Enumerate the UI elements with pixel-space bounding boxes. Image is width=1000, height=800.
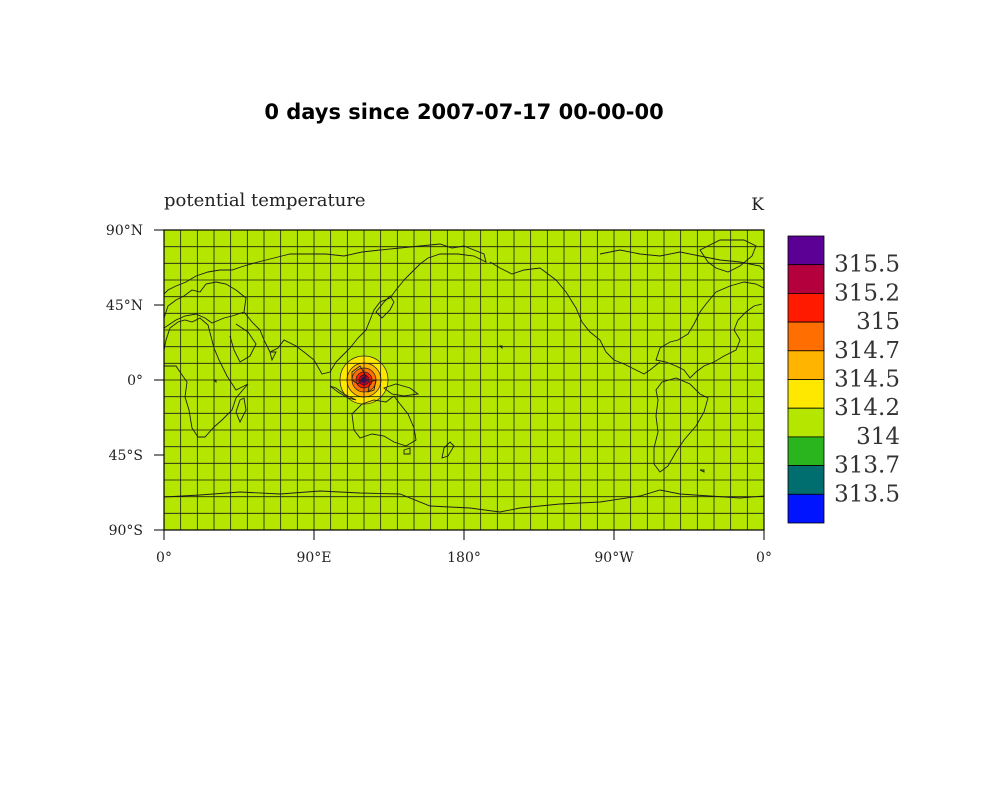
- coastlines: [164, 239, 764, 513]
- colorbar-label: 314: [856, 424, 900, 450]
- right-string: K: [751, 195, 764, 215]
- colorbar-box: [787, 235, 825, 266]
- lat-tick-label: 45°S: [109, 448, 143, 464]
- colorbar-box: [787, 264, 825, 294]
- graticule: [164, 230, 764, 530]
- colorbar-box: [787, 407, 825, 438]
- lon-ticks: [163, 530, 765, 540]
- map-field: [164, 230, 764, 530]
- colorbar-label: 315.5: [834, 252, 900, 278]
- colorbar-box: [787, 292, 825, 323]
- colorbar-box: [787, 465, 825, 495]
- lon-tick-label: 180°: [447, 550, 481, 566]
- latitude-axis: 90°N 45°N 0° 45°S 90°S: [106, 223, 143, 539]
- lon-tick-label: 90°E: [296, 550, 331, 566]
- colorbar-label: 315: [856, 309, 900, 335]
- lat-tick-label: 45°N: [106, 298, 143, 314]
- colorbar-box: [787, 350, 825, 380]
- colorbar-label: 313.7: [834, 453, 900, 479]
- lat-tick-label: 90°N: [106, 223, 143, 239]
- colorbar-box: [787, 379, 825, 409]
- left-string: potential temperature: [164, 190, 366, 211]
- colorbar-label: 315.2: [834, 280, 900, 306]
- lon-tick-label: 0°: [756, 550, 772, 566]
- colorbar-label: 313.5: [834, 481, 900, 507]
- lat-tick-label: 90°S: [109, 523, 143, 539]
- lon-tick-label: 90°W: [594, 550, 634, 566]
- colorbar-label: 314.2: [834, 395, 900, 421]
- plot-title: 0 days since 2007-07-17 00-00-00: [264, 100, 664, 124]
- colorbar-box: [787, 493, 825, 524]
- colorbar-box: [787, 321, 825, 352]
- lat-ticks: [154, 229, 164, 531]
- colorbar-box: [787, 436, 825, 466]
- longitude-axis: 0° 90°E 180° 90°W 0°: [156, 550, 772, 566]
- colorbar-label: 314.7: [834, 338, 900, 364]
- lat-tick-label: 0°: [127, 373, 143, 389]
- colorbar: [787, 235, 825, 524]
- colorbar-label: 314.5: [834, 367, 900, 393]
- lon-tick-label: 0°: [156, 550, 172, 566]
